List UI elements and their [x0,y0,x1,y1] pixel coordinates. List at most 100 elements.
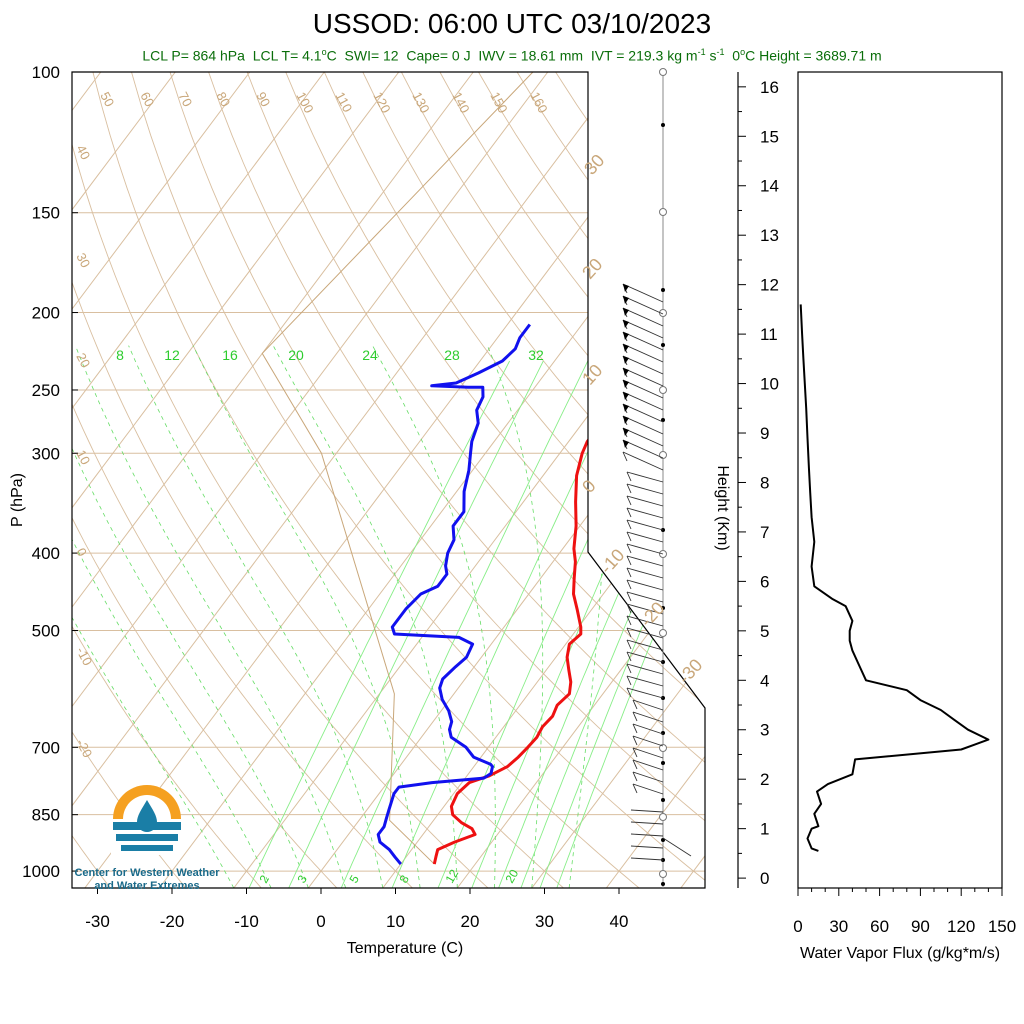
level-circle [659,813,667,821]
height-tick-label: 16 [760,78,779,97]
wind-barb [630,845,664,849]
moist-adiabat [487,345,544,888]
flux-axis-label: Water Vapor Flux (g/kg*m/s) [800,945,1000,962]
level-dot [661,343,665,347]
theta-label-top: 70 [175,89,195,109]
isotherm-line [72,72,549,888]
dry-adiabat [246,72,705,888]
flux-tick-label: 0 [793,917,802,936]
wind-barb-feather [626,531,632,542]
wind-barb [626,579,664,591]
level-dot [661,123,665,127]
theta-label-top: 110 [332,89,355,114]
iwv-value: IWV = 18.61 mm [478,47,584,64]
pressure-tick-label: 400 [32,544,60,563]
wind-barb-feather [632,783,638,794]
moist-adiabat [372,345,496,888]
wind-barb [632,735,664,747]
wind-barb-pennant [623,296,629,304]
moist-adiabat [72,345,272,888]
height-tick-label: 12 [760,276,779,295]
dry-adiabat [401,72,705,888]
moist-adiabat [72,345,235,888]
theta-label-left: -10 [73,644,95,668]
moist-adiabat [75,345,346,888]
wind-barb-pennant [623,356,629,364]
height-tick-label: 5 [760,622,769,641]
wind-barb-feather [626,615,632,626]
swi-index: SWI= 12 [344,47,399,64]
height-tick-label: 8 [760,473,769,492]
height-tick-label: 11 [760,325,778,344]
level-dot [661,606,665,610]
level-dot [661,798,665,802]
wind-barb [632,699,664,711]
zero-height: 0 [732,47,741,64]
level-dot [661,418,665,422]
wind-barb [622,343,664,363]
wind-barb [626,627,664,639]
pressure-tick-label: 500 [32,622,60,641]
wind-barb [632,759,664,771]
isotherm-label-right: -20 [636,598,668,631]
isotherm-line [72,72,474,888]
theta-label-top: 160 [527,89,550,115]
mixing-ratio-label: 24 [362,347,378,363]
temperature-tick-label: 40 [610,912,629,931]
wind-barb-feather [626,507,632,518]
mixing-ratio-label: 5 [346,872,362,885]
pressure-tick-label: 200 [32,304,60,323]
pressure-tick-label: 250 [32,381,60,400]
level-circle [659,309,667,317]
height-tick-label: 7 [760,523,769,542]
dewpoint-line [376,323,531,866]
wind-barb [622,415,664,435]
temperature-tick-label: 10 [386,912,405,931]
isotherm-line [72,72,176,888]
mixing-ratio-line [288,360,544,888]
wind-barb-pennant [623,380,629,388]
height-tick-label: 6 [760,572,769,591]
dry-adiabat [131,72,705,888]
wind-barb [626,531,664,543]
temperature-tick-label: -10 [234,912,259,931]
wind-barb-pennant [623,332,629,340]
wind-barb [622,403,664,423]
mixing-ratio-line [340,360,589,888]
temperature-tick-label: -30 [85,912,110,931]
wind-barb [632,723,664,735]
isotherm-label-right: 0 [578,476,600,497]
wind-barb [622,451,664,471]
isotherm-line [531,72,705,888]
parcel-path [261,72,534,865]
pressure-tick-label: 850 [32,806,60,825]
plot-frame [71,71,706,889]
isotherm-line [84,72,698,888]
dry-adiabat [632,72,705,888]
dry-adiabat [478,72,705,888]
temperature-tick-label: -20 [160,912,185,931]
isotherm-line [72,72,325,888]
pressure-tick-label: 100 [32,63,60,82]
wind-barb-feather [626,603,632,614]
wind-barb [622,427,664,447]
mixing-ratio-line [391,360,632,888]
theta-label-top: 80 [213,89,233,109]
flux-tick-label: 150 [988,917,1016,936]
mixing-ratio-label: 28 [444,347,460,363]
wind-barb-pennant [623,368,629,376]
level-circle [659,744,667,752]
isotherm-label-right: -10 [596,545,628,578]
isotherm-label-right: 20 [578,254,606,282]
wind-barb [626,471,664,483]
mixing-ratio-label: 2 [256,872,272,885]
temperature-axis-label: Temperature (C) [347,940,463,957]
dry-adiabat [72,72,413,888]
pressure-tick-label: 300 [32,444,60,463]
isotherm-line [456,72,705,888]
theta-label-top: 140 [449,89,472,115]
cape-value: Cape= 0 J [406,47,471,64]
wind-barb-feather [632,747,638,758]
dry-adiabat [323,72,705,888]
